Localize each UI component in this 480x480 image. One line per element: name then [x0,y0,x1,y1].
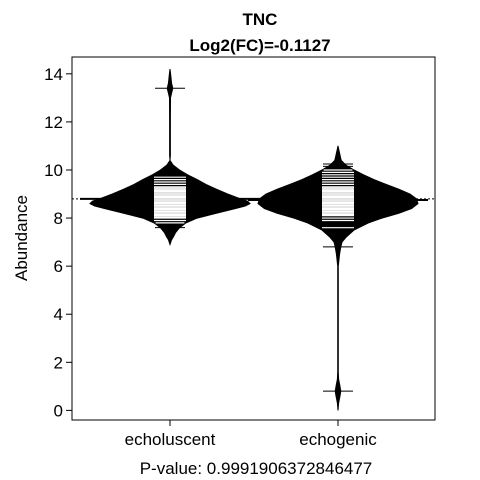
y-tick-label: 10 [44,161,63,180]
bean-density [89,68,251,247]
y-tick-label: 4 [54,305,63,324]
y-tick-label: 6 [54,257,63,276]
y-axis-label: Abundance [12,195,31,281]
x-axis: echoluscent echogenic [125,420,377,449]
bean-density [257,145,419,411]
chart-title: TNC [243,10,278,29]
y-tick-label: 0 [54,401,63,420]
y-tick-label: 12 [44,113,63,132]
plot-area [72,68,435,411]
chart-subtitle: Log2(FC)=-0.1127 [189,36,330,55]
x-axis-label: P-value: 0.9991906372846477 [140,459,373,478]
plot-frame [71,56,436,421]
bean-echoluscent [80,68,260,247]
y-tick-label: 8 [54,209,63,228]
bean-echogenic [248,145,428,411]
y-axis: 0 2 4 6 8 10 12 14 [44,65,72,420]
x-tick-label: echogenic [299,430,377,449]
y-tick-label: 2 [54,353,63,372]
y-tick-label: 14 [44,65,63,84]
x-tick-label: echoluscent [125,430,216,449]
